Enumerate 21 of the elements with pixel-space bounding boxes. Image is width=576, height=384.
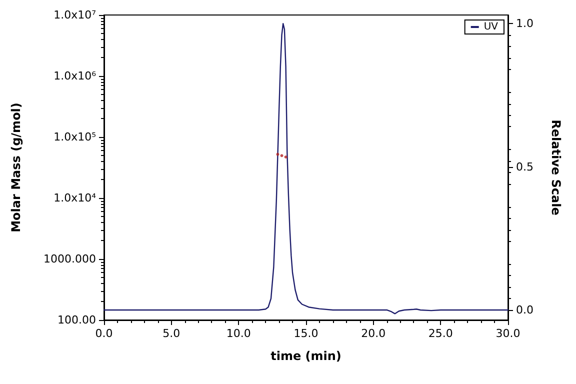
legend-label: UV [484,22,498,32]
y-tick-label: 1.0x10⁴ [54,192,97,204]
y2-axis-title: Relative Scale [549,120,563,216]
x-tick-label: 15.0 [294,327,318,340]
y2-tick-label: 1.0 [516,17,534,30]
y2-tick-label: 0.0 [516,303,534,316]
y-axis-title: Molar Mass (g/mol) [9,102,23,232]
x-tick-label: 10.0 [226,327,251,340]
x-tick-label: 30.0 [496,327,520,340]
x-tick-label: 20.0 [361,327,386,340]
y2-tick-label: 0.5 [516,160,534,174]
y-tick-label: 1.0x10⁷ [54,8,96,22]
x-tick-label: 5.0 [162,327,180,340]
x-axis-title: time (min) [270,349,342,363]
line-series [103,22,509,314]
x-tick-label: 0.0 [95,327,113,340]
y-tick-label: 1000.000 [44,252,96,266]
y-tick-label: 1.0x10⁶ [54,70,97,82]
y-tick-label: 1.0x10⁵ [54,130,96,144]
x-tick-label: 25.0 [428,327,453,340]
y-tick-label: 100.00 [58,314,96,326]
